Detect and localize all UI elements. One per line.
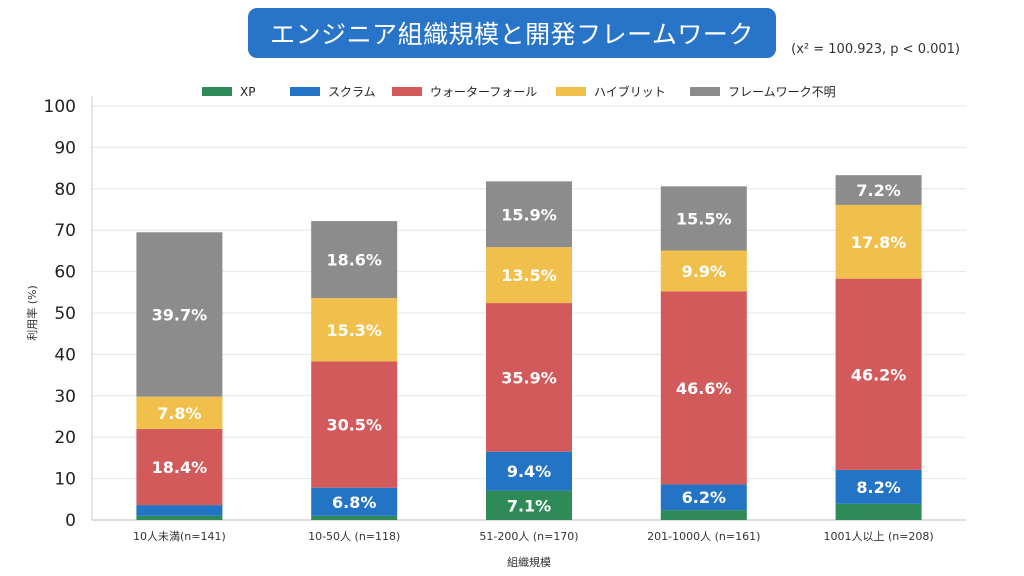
- data-label: 30.5%: [326, 416, 382, 435]
- bar-segment: [311, 361, 398, 488]
- data-label: 35.9%: [501, 368, 557, 387]
- chi-square-stat: (x² = 100.923, p < 0.001): [791, 42, 960, 57]
- y-tick-label: 50: [54, 304, 76, 324]
- legend-label: フレームワーク不明: [728, 85, 836, 99]
- data-label: 15.9%: [501, 205, 557, 224]
- bar-segment: [311, 487, 398, 516]
- x-tick-label: 10人未満(n=141): [133, 530, 226, 543]
- data-label: 13.5%: [501, 266, 557, 285]
- y-axis-title: 利用率 (%): [25, 285, 39, 341]
- y-tick-label: 60: [54, 263, 76, 283]
- y-tick-label: 70: [54, 221, 76, 241]
- x-tick-label: 201-1000人 (n=161): [647, 530, 760, 543]
- data-label: 7.2%: [856, 181, 900, 200]
- y-tick-label: 40: [54, 345, 76, 365]
- bar-segment: [136, 505, 223, 516]
- legend-swatch: [556, 87, 586, 96]
- bar-segment: [835, 469, 922, 504]
- bar-segment: [835, 503, 922, 520]
- data-label: 17.8%: [851, 233, 907, 252]
- bar-segment: [660, 250, 747, 292]
- bar-segment: [486, 247, 572, 304]
- chart-title: エンジニア組織規模と開発フレームワーク: [270, 20, 754, 49]
- data-label: 15.5%: [676, 209, 732, 228]
- legend-swatch: [202, 87, 232, 96]
- data-label: 9.4%: [507, 462, 551, 481]
- bar-segment: [835, 204, 922, 279]
- data-label: 6.2%: [682, 488, 726, 507]
- legend-label: ウォーターフォール: [430, 85, 537, 99]
- y-tick-label: 30: [54, 387, 76, 407]
- bar-segment: [136, 515, 223, 520]
- legend-swatch: [290, 87, 320, 96]
- data-label: 7.8%: [157, 404, 201, 423]
- y-tick-label: 80: [54, 180, 76, 200]
- bar-segment: [136, 396, 223, 429]
- y-tick-label: 100: [44, 97, 76, 117]
- y-tick-label: 0: [65, 511, 76, 531]
- x-axis-title: 組織規模: [507, 555, 551, 569]
- legend-label: スクラム: [328, 85, 376, 99]
- bar-segment: [311, 515, 398, 520]
- data-label: 46.6%: [676, 379, 732, 398]
- bar-segment: [486, 490, 572, 520]
- y-tick-label: 20: [54, 428, 76, 448]
- data-label: 9.9%: [682, 262, 726, 281]
- data-label: 46.2%: [851, 365, 907, 384]
- legend-swatch: [690, 87, 720, 96]
- data-label: 18.6%: [326, 251, 382, 270]
- legend-swatch: [392, 87, 422, 96]
- bar-segment: [311, 298, 398, 362]
- bar-segment: [660, 510, 747, 520]
- bar-segment: [835, 175, 922, 205]
- bar-segment: [660, 186, 747, 251]
- y-tick-label: 90: [54, 138, 76, 158]
- bar-segment: [835, 278, 922, 470]
- legend-label: ハイブリット: [594, 84, 666, 99]
- data-label: 39.7%: [152, 305, 208, 324]
- legend-label: XP: [240, 85, 255, 99]
- x-tick-label: 51-200人 (n=170): [479, 530, 578, 543]
- data-label: 15.3%: [326, 321, 382, 340]
- bar-segment: [486, 451, 572, 491]
- chart-title-box: エンジニア組織規模と開発フレームワーク: [248, 8, 776, 58]
- bar-segment: [660, 484, 747, 511]
- data-label: 6.8%: [332, 493, 376, 512]
- x-tick-label: 10-50人 (n=118): [308, 530, 400, 543]
- data-label: 8.2%: [856, 478, 900, 497]
- bar-segment: [311, 221, 398, 299]
- bar-segment: [136, 428, 223, 506]
- bar-segment: [486, 181, 572, 248]
- data-label: 7.1%: [507, 496, 551, 515]
- x-tick-label: 1001人以上 (n=208): [823, 530, 933, 543]
- bar-segment: [136, 232, 223, 397]
- bar-segment: [486, 303, 572, 452]
- data-label: 18.4%: [152, 458, 208, 477]
- y-tick-label: 10: [54, 470, 76, 490]
- bar-segment: [660, 291, 747, 485]
